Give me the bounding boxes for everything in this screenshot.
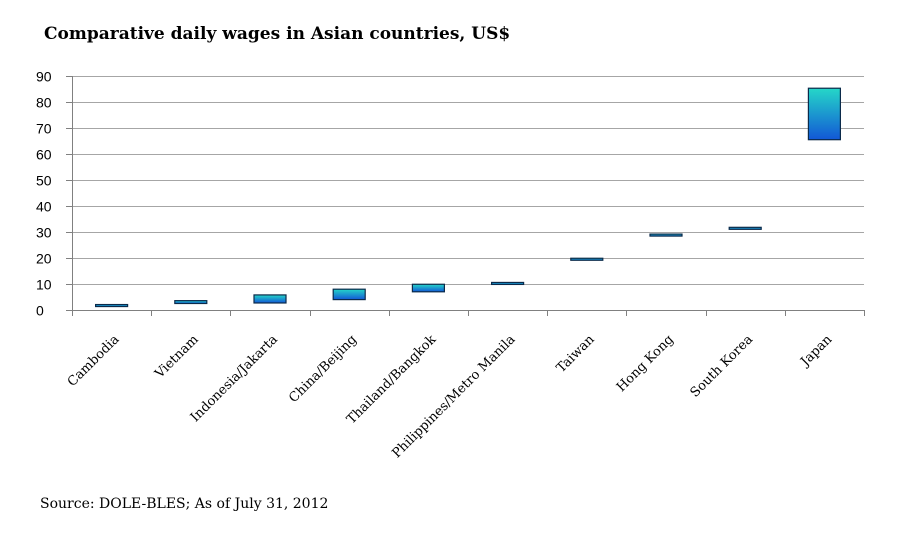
x-tick-label: South Korea <box>688 332 757 401</box>
range-bar <box>253 294 287 304</box>
axes <box>66 76 865 316</box>
y-tick-label: 80 <box>36 95 52 111</box>
x-tick-label: Cambodia <box>65 332 123 390</box>
y-tick-label: 10 <box>36 277 52 293</box>
y-tick-label: 70 <box>36 121 52 137</box>
y-tick-label: 60 <box>36 147 52 163</box>
range-bar <box>728 226 762 230</box>
range-bar <box>94 303 129 308</box>
range-bar <box>570 257 604 261</box>
gridlines <box>72 76 864 285</box>
range-bar <box>649 233 683 237</box>
y-tick-label: 0 <box>36 303 44 319</box>
x-tick-label: Japan <box>797 332 836 371</box>
x-tick-label: China/Beijing <box>286 332 360 406</box>
bars <box>94 87 842 308</box>
y-tick-label: 40 <box>36 199 52 215</box>
x-tick-label: Taiwan <box>554 332 598 376</box>
chart-title: Comparative daily wages in Asian countri… <box>44 24 511 44</box>
source-note: Source: DOLE-BLES; As of July 31, 2012 <box>40 496 329 512</box>
y-tick-label: 90 <box>36 69 52 85</box>
range-bar <box>411 283 445 293</box>
y-tick-label: 30 <box>36 225 52 241</box>
x-tick-label: Thailand/Bangkok <box>344 332 439 427</box>
range-bar <box>491 281 525 286</box>
range-bar <box>332 288 366 301</box>
x-tick-label: Indonesia/Jakarta <box>188 332 281 425</box>
y-tick-label: 50 <box>36 173 52 189</box>
x-tick-label: Vietnam <box>152 332 202 382</box>
y-tick-label: 20 <box>36 251 52 267</box>
y-tick-labels: 0 10 20 30 40 50 60 70 80 90 <box>36 69 52 319</box>
range-bar <box>174 300 208 305</box>
x-tick-label: Hong Kong <box>614 332 677 395</box>
range-bar <box>807 87 842 141</box>
